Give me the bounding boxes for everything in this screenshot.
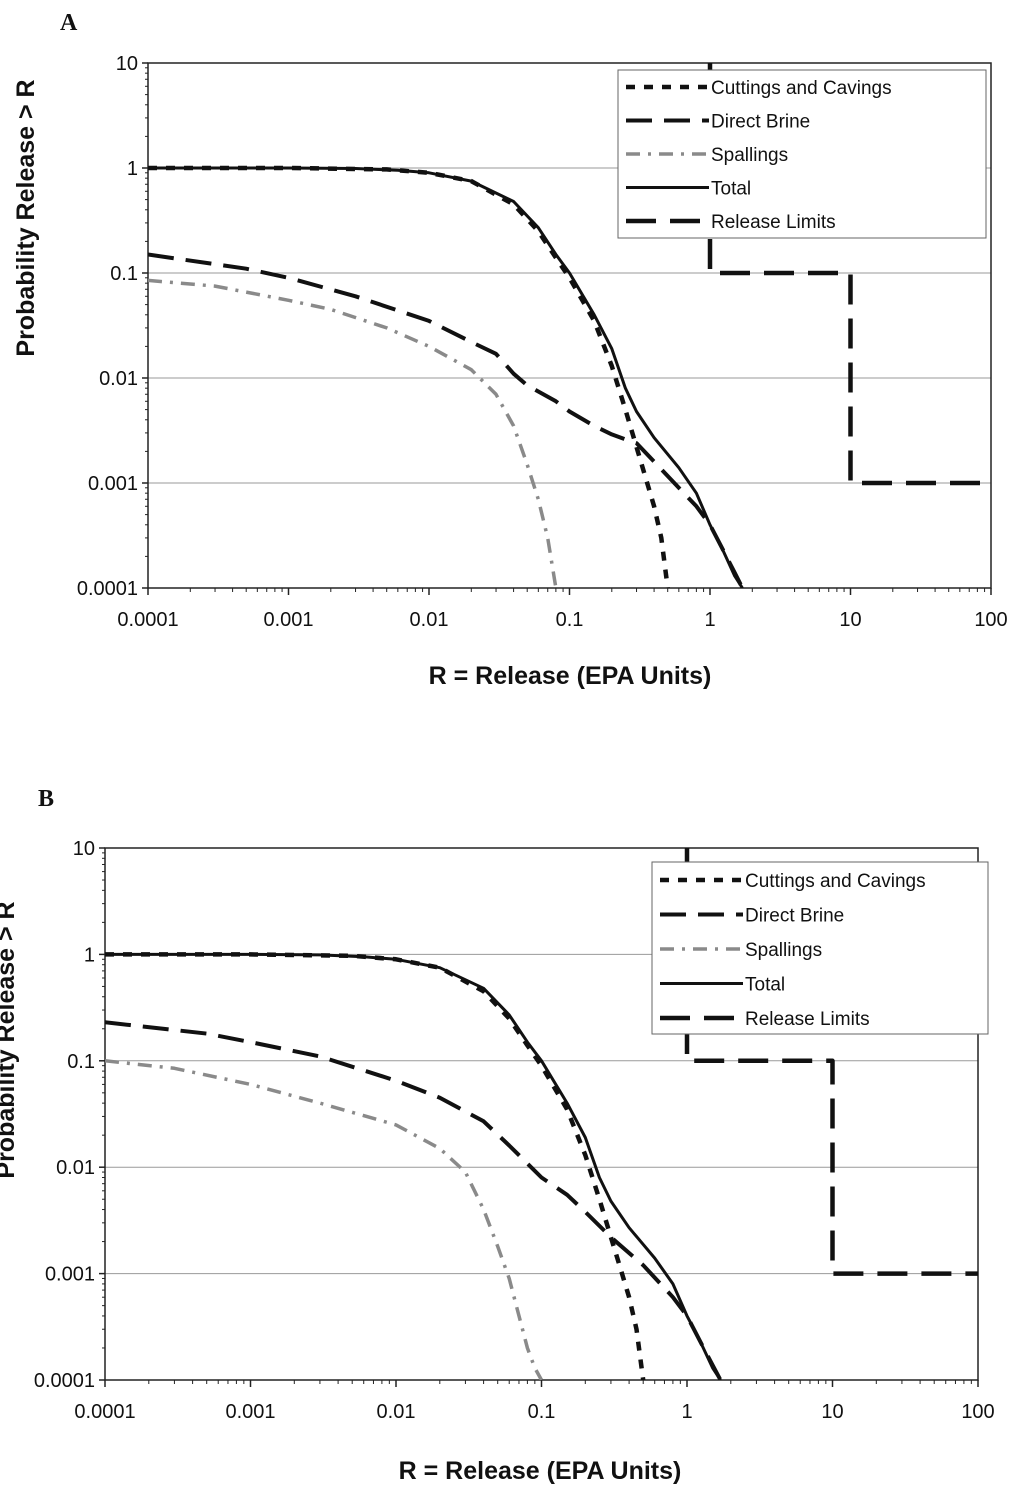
- legend-label: Cuttings and Cavings: [745, 871, 926, 892]
- x-axis-title: R = Release (EPA Units): [399, 1457, 682, 1485]
- legend-label: Direct Brine: [711, 112, 810, 133]
- chart-panel-a: A 10 1 0.1 0.01 0.001 0.0001 0.0001 0.001 0.01 0.…: [12, 10, 1008, 690]
- x-tick-label: 0.001: [263, 609, 313, 631]
- legend-label: Direct Brine: [745, 906, 844, 927]
- x-tick-label: 0.1: [556, 609, 584, 631]
- x-axis-title: R = Release (EPA Units): [429, 662, 712, 690]
- y-axis-title: Probability Release > R: [0, 901, 20, 1178]
- legend-label: Total: [711, 179, 751, 200]
- x-tick-label: 1: [704, 609, 715, 631]
- x-tick-label: 1: [681, 1401, 692, 1423]
- y-tick-label: 0.0001: [34, 1370, 95, 1392]
- series-line-total: [105, 952, 722, 1380]
- y-tick-label: 0.1: [110, 263, 138, 285]
- legend-label: Spallings: [711, 145, 788, 166]
- y-axis-title: Probability Release > R: [12, 79, 40, 356]
- legend-box: [617, 69, 987, 239]
- legend: Cuttings and Cavings Direct Brine Spalling…: [651, 861, 989, 1035]
- y-tick-label: 0.01: [56, 1157, 95, 1179]
- y-tick-label: 0.1: [67, 1051, 95, 1073]
- series-line-spallings: [148, 278, 558, 588]
- y-tick-label: 0.001: [45, 1264, 95, 1286]
- series: [105, 848, 978, 1380]
- ticks: 10 1 0.1 0.01 0.001 0.0001 0.0001 0.001 0.01 0.1 1…: [34, 838, 995, 1423]
- series-line-cuttings-and-cavings: [148, 165, 670, 588]
- x-tick-label: 10: [821, 1401, 843, 1423]
- y-tick-label: 1: [84, 944, 95, 966]
- y-tick-label: 10: [73, 838, 95, 860]
- x-tick-label: 0.0001: [74, 1401, 135, 1423]
- y-tick-label: 0.01: [99, 368, 138, 390]
- x-tick-label: 10: [839, 609, 861, 631]
- legend-box: [651, 861, 989, 1035]
- legend-label: Cuttings and Cavings: [711, 78, 892, 99]
- y-tick-label: 1: [127, 158, 138, 180]
- series-line-total: [148, 166, 744, 588]
- y-tick-label: 0.001: [88, 473, 138, 495]
- legend-label: Total: [745, 975, 785, 996]
- panel-label: A: [60, 10, 78, 36]
- x-tick-label: 0.1: [528, 1401, 556, 1423]
- chart-panel-b: B 10 1 0.1 0.01 0.001 0.0001 0.0001 0.001 0.01 0.…: [0, 786, 995, 1485]
- series-line-spallings: [105, 1059, 544, 1380]
- y-tick-label: 10: [116, 53, 138, 75]
- ticks: 10 1 0.1 0.01 0.001 0.0001 0.0001 0.001 0.01 0.1 1…: [77, 53, 1008, 631]
- x-tick-label: 0.001: [225, 1401, 275, 1423]
- series-line-direct-brine: [105, 1020, 723, 1380]
- x-tick-label: 0.01: [410, 609, 449, 631]
- x-tick-label: 0.01: [377, 1401, 416, 1423]
- legend-label: Release Limits: [745, 1009, 870, 1030]
- series-line-direct-brine: [148, 252, 745, 588]
- x-tick-label: 100: [961, 1401, 994, 1423]
- x-tick-label: 0.0001: [117, 609, 178, 631]
- legend-label: Release Limits: [711, 212, 836, 233]
- legend-label: Spallings: [745, 940, 822, 961]
- y-tick-label: 0.0001: [77, 578, 138, 600]
- x-tick-label: 100: [974, 609, 1007, 631]
- legend: Cuttings and Cavings Direct Brine Spalling…: [617, 69, 987, 239]
- panel-label: B: [38, 786, 54, 812]
